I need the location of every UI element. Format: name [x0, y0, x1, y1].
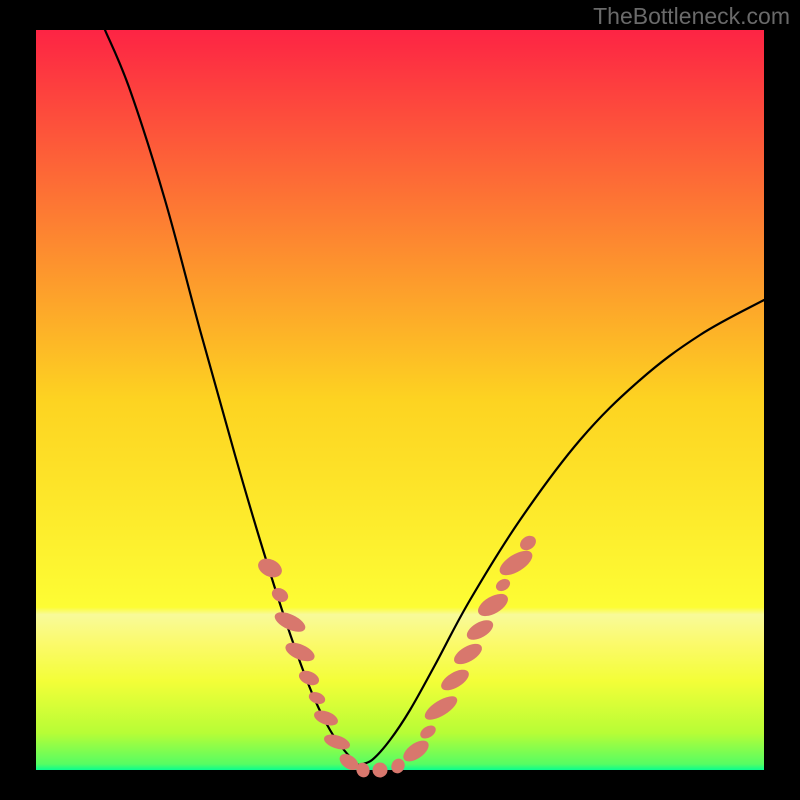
chart-bead	[452, 640, 485, 667]
chart-bead	[308, 690, 327, 705]
chart-bead	[475, 590, 511, 620]
chart-bead	[464, 617, 495, 643]
chart-bead	[494, 577, 511, 593]
chart-bead	[419, 723, 438, 740]
chart-bead	[422, 693, 460, 724]
chart-stage: TheBottleneck.com	[0, 0, 800, 800]
chart-bead	[401, 737, 432, 765]
chart-bead	[323, 732, 351, 751]
chart-bead	[496, 547, 535, 580]
chart-bead	[390, 757, 407, 775]
chart-bead	[297, 669, 320, 688]
chart-bead	[373, 763, 387, 777]
chart-bead	[270, 586, 290, 604]
chart-bead	[256, 556, 285, 581]
chart-bead	[518, 534, 538, 553]
chart-bead	[439, 666, 472, 693]
curve-overlay	[0, 0, 800, 800]
curve-left	[105, 30, 358, 765]
curve-right	[358, 300, 764, 765]
